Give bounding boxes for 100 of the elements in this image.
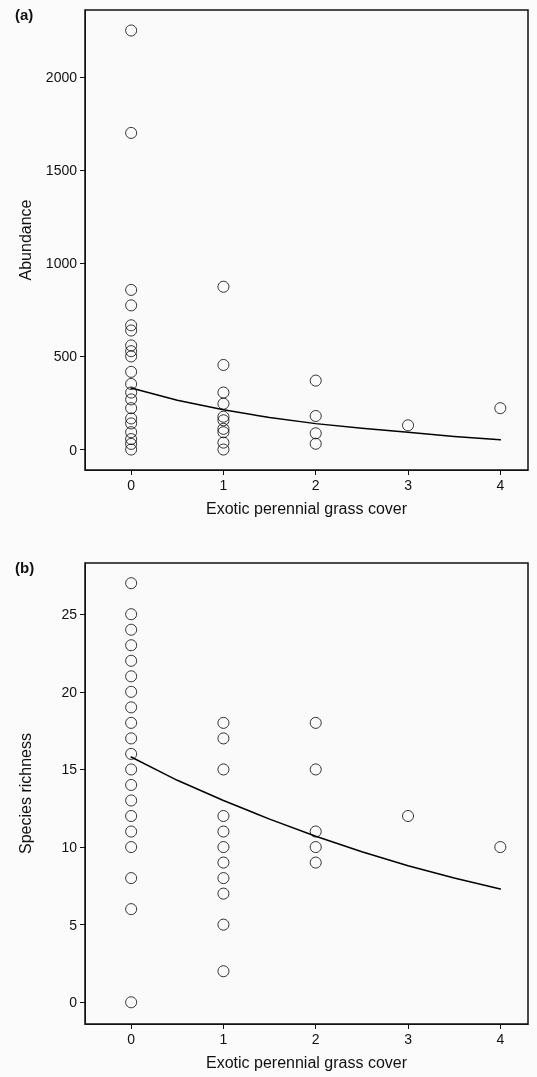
- point: [125, 126, 138, 139]
- x-axis-title: Exotic perennial grass cover: [206, 1053, 408, 1071]
- point: [217, 763, 230, 776]
- x-tick-label: 2: [311, 477, 320, 493]
- point: [217, 965, 230, 978]
- point: [217, 436, 230, 449]
- y-tick-label: 2000: [45, 69, 78, 86]
- y-tick-label: 500: [53, 348, 78, 365]
- chart-title: (a): [15, 6, 34, 23]
- point: [125, 324, 138, 337]
- y-tick-label: 5: [69, 916, 78, 933]
- y-tick-label: 25: [61, 606, 78, 623]
- x-tick-label: 0: [127, 1031, 136, 1047]
- point: [125, 299, 138, 312]
- point: [125, 825, 138, 838]
- x-tick-label: 1: [219, 1031, 228, 1047]
- point: [309, 841, 322, 854]
- point: [125, 386, 138, 399]
- y-tick-label: 10: [61, 839, 78, 856]
- point: [217, 716, 230, 729]
- point: [125, 654, 138, 667]
- x-tick-label: 0: [127, 477, 136, 493]
- point: [125, 365, 138, 378]
- point: [125, 412, 138, 425]
- point: [494, 402, 507, 415]
- point: [125, 339, 138, 352]
- y-tick-label: 0: [69, 994, 78, 1011]
- point: [309, 856, 322, 869]
- point: [217, 841, 230, 854]
- point: [217, 856, 230, 869]
- x-tick-label: 4: [496, 477, 505, 493]
- point: [217, 280, 230, 293]
- x-tick-label: 3: [404, 1031, 413, 1047]
- chart-title: (b): [15, 559, 35, 576]
- point: [125, 623, 138, 636]
- point: [217, 825, 230, 838]
- point: [217, 397, 230, 410]
- point: [309, 427, 322, 440]
- point: [125, 701, 138, 714]
- point: [309, 374, 322, 387]
- point: [125, 417, 138, 430]
- point: [125, 996, 138, 1009]
- point: [125, 608, 138, 621]
- y-tick-label: 15: [61, 761, 78, 778]
- x-tick-label: 2: [311, 1031, 320, 1047]
- point: [217, 426, 230, 439]
- point: [402, 419, 415, 432]
- point: [217, 732, 230, 745]
- point: [217, 810, 230, 822]
- point: [217, 872, 230, 885]
- point: [125, 433, 138, 446]
- point: [217, 410, 230, 423]
- point: [125, 426, 138, 439]
- x-tick-label: 4: [496, 1031, 505, 1047]
- point: [217, 422, 230, 435]
- y-tick-label: 1500: [45, 162, 78, 179]
- point: [125, 716, 138, 729]
- point: [125, 794, 138, 807]
- y-tick-label: 0: [69, 441, 78, 458]
- point: [125, 443, 138, 456]
- y-tick-label: 20: [61, 683, 78, 700]
- point: [125, 872, 138, 885]
- point: [217, 887, 230, 900]
- point: [125, 763, 138, 776]
- point: [217, 443, 230, 456]
- point: [217, 414, 230, 427]
- point: [309, 763, 322, 776]
- point: [125, 778, 138, 791]
- point: [125, 747, 138, 760]
- point: [125, 903, 138, 916]
- point: [125, 345, 138, 358]
- point: [309, 437, 322, 450]
- point: [217, 918, 230, 931]
- point: [125, 577, 138, 590]
- point: [309, 825, 322, 838]
- point: [125, 283, 138, 296]
- point: [402, 810, 415, 822]
- x-axis-title: Exotic perennial grass cover: [206, 499, 408, 517]
- x-tick-label: 1: [219, 477, 228, 493]
- point: [125, 319, 138, 332]
- point: [309, 409, 322, 422]
- point: [125, 402, 138, 415]
- point: [494, 841, 507, 854]
- y-axis-title: Abundance: [16, 199, 34, 281]
- point: [125, 350, 138, 363]
- y-axis-title: Species richness: [16, 733, 34, 854]
- point: [125, 24, 138, 37]
- point: [125, 685, 138, 698]
- point: [125, 377, 138, 390]
- point: [217, 358, 230, 371]
- x-tick-label: 3: [404, 477, 413, 493]
- point: [217, 386, 230, 399]
- point: [125, 810, 138, 822]
- point: [125, 841, 138, 854]
- point: [125, 437, 138, 450]
- point: [125, 670, 138, 683]
- point: [309, 716, 322, 729]
- point: [125, 393, 138, 406]
- point: [125, 732, 138, 745]
- y-tick-label: 1000: [45, 255, 78, 272]
